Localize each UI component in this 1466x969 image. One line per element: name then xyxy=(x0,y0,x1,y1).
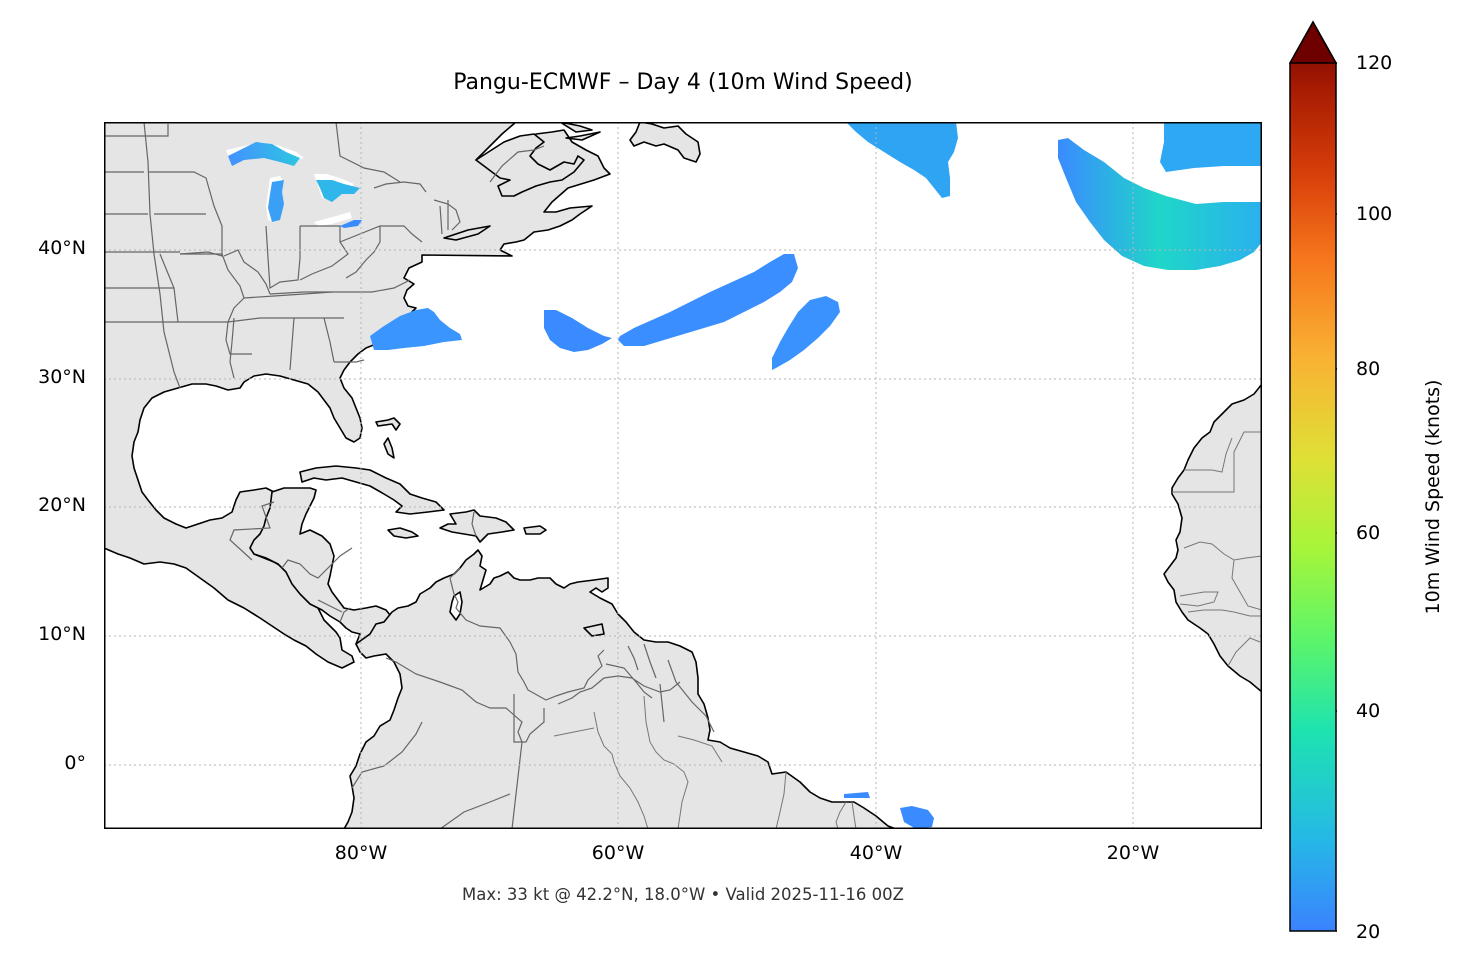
wind-patch-atlantic-3 xyxy=(772,296,840,370)
anticosti-land xyxy=(559,122,593,133)
wind-patch-atlantic-1 xyxy=(544,310,612,352)
wind-patch-lake-erie xyxy=(340,220,362,228)
wind-patch-brazil-coast xyxy=(900,806,934,829)
long-island-land xyxy=(443,225,491,241)
bahamas-land xyxy=(375,417,401,431)
colorbar xyxy=(1288,20,1343,932)
trinidad-land xyxy=(583,623,605,637)
west-africa-land xyxy=(1163,383,1262,693)
hispaniola-land xyxy=(439,509,515,543)
puerto-rico-land xyxy=(523,525,547,535)
colorbar-tick-60: 60 xyxy=(1356,522,1381,544)
lat-label-10n: 10°N xyxy=(38,623,86,645)
chart-title: Pangu-ECMWF – Day 4 (10m Wind Speed) xyxy=(453,70,913,95)
wind-patch-lake-huron xyxy=(316,180,360,202)
lat-label-20n: 20°N xyxy=(38,494,86,516)
land-masses xyxy=(104,122,1262,829)
south-america-land xyxy=(343,549,897,829)
cuba-land xyxy=(299,465,445,515)
lon-label-40w: 40°W xyxy=(849,842,903,864)
max-wind-annotation: Max: 33 kt @ 42.2°N, 18.0°W • Valid 2025… xyxy=(462,885,904,904)
lon-label-80w: 80°W xyxy=(334,842,388,864)
map-frame-border xyxy=(104,122,1262,829)
colorbar-tick-100: 100 xyxy=(1356,203,1393,225)
pei-land xyxy=(565,131,601,141)
lat-label-equator: 0° xyxy=(64,752,86,774)
colorbar-extend-arrow-icon xyxy=(1288,20,1338,64)
wind-patch-lake-michigan xyxy=(268,180,284,222)
nova-scotia-land xyxy=(475,133,585,197)
colorbar-tick-40: 40 xyxy=(1356,700,1381,722)
wind-patch-atlantic-2 xyxy=(618,254,798,346)
bahamas-land-2 xyxy=(383,437,395,459)
lake-maracaibo xyxy=(449,591,463,621)
newfoundland-land xyxy=(629,122,701,163)
colorbar-tick-120: 120 xyxy=(1356,52,1393,74)
north-america-land xyxy=(104,122,611,669)
wind-patch-ne-atlantic-north xyxy=(1160,122,1262,172)
colorbar-tick-20: 20 xyxy=(1356,921,1381,943)
wind-patch-ne-atlantic-arc xyxy=(1058,138,1262,270)
lat-label-30n: 30°N xyxy=(38,366,86,388)
political-borders xyxy=(104,122,715,829)
colorbar-gradient xyxy=(1289,20,1337,932)
jamaica-land xyxy=(387,527,419,539)
wind-patch-carolinas xyxy=(370,308,462,350)
lon-label-60w: 60°W xyxy=(591,842,645,864)
wind-patch-great-lakes xyxy=(228,142,300,166)
colorbar-tick-80: 80 xyxy=(1356,358,1381,380)
lon-label-20w: 20°W xyxy=(1106,842,1160,864)
gridlines xyxy=(104,122,1262,829)
map-plot-area xyxy=(104,122,1262,829)
wind-patch-n-central-atlantic xyxy=(846,122,958,198)
wind-patch-brazil-small xyxy=(844,792,870,798)
minor-borders xyxy=(553,431,1262,829)
wind-speed-shading xyxy=(228,122,1262,829)
lake-erie xyxy=(314,212,352,226)
lat-label-40n: 40°N xyxy=(38,237,86,259)
colorbar-label: 10m Wind Speed (knots) xyxy=(1422,379,1444,615)
